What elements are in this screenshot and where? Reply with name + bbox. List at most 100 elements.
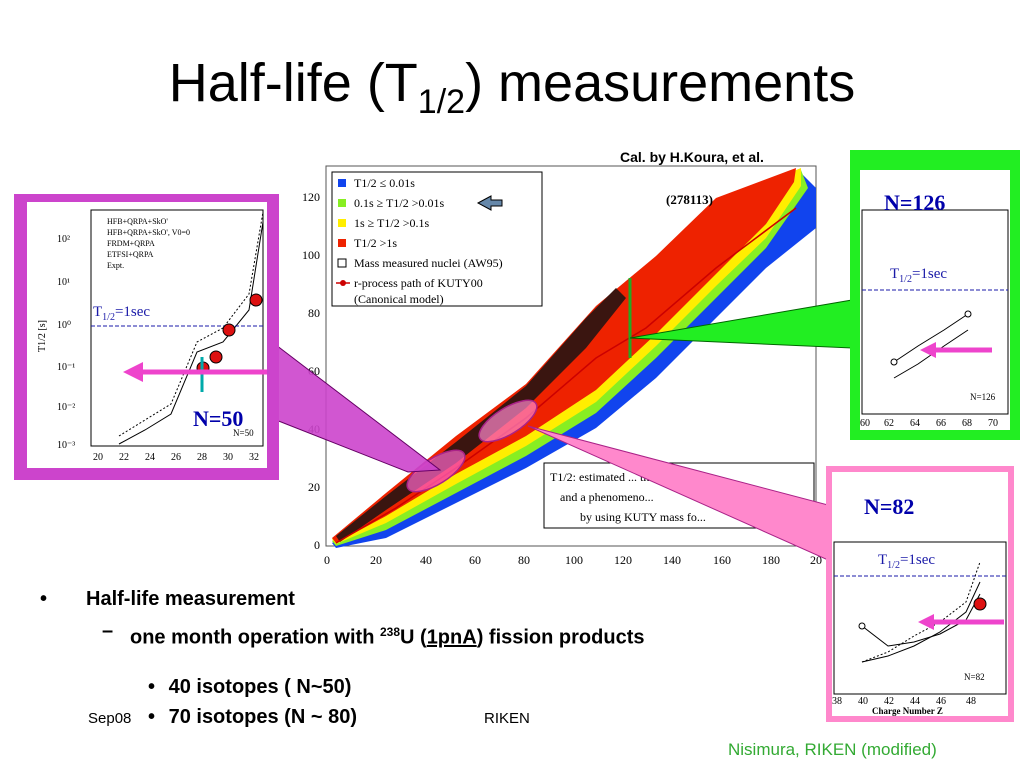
y-tick: 10² [57, 234, 70, 245]
y-tick: 10⁻² [57, 402, 75, 413]
x-tick: 40 [858, 696, 868, 707]
data-point [964, 310, 972, 318]
expt-point [973, 597, 987, 611]
legend-item: T1/2 >1s [354, 236, 397, 250]
series-line [893, 313, 969, 363]
callout-n50 [275, 343, 442, 473]
footer-org: RIKEN [484, 710, 530, 727]
y-tick: 120 [302, 190, 320, 204]
arrow-left-icon [918, 614, 934, 630]
x-tick: 48 [966, 696, 976, 707]
legend-swatch [338, 239, 346, 247]
note-line: by using KUTY mass fo... [580, 510, 706, 524]
x-tick: 20 [370, 553, 382, 567]
n50-label: N=50 [193, 406, 244, 431]
x-tick: 46 [936, 696, 946, 707]
x-tick: 60 [860, 418, 870, 429]
arrow-left-icon [476, 195, 503, 211]
legend-item: HFB+QRPA+SkO' [107, 217, 168, 226]
y-tick: 20 [308, 480, 320, 494]
arrow-left-icon [920, 342, 936, 358]
x-tick: 40 [420, 553, 432, 567]
legend-swatch [338, 179, 346, 187]
x-tick: 44 [910, 696, 920, 707]
y-tick: 10⁰ [57, 320, 71, 331]
inset-n82-chart: 38 40 42 44 46 48 Charge Number Z [832, 541, 1007, 716]
bullet-dash-icon: – [102, 620, 114, 642]
pna-link[interactable]: 1pnA [426, 626, 477, 649]
plot-frame [833, 541, 1007, 695]
legend-item: T1/2 ≤ 0.01s [354, 176, 415, 190]
t-half-label: T1/2=1sec [890, 266, 948, 285]
n82-label: N=82 [864, 494, 915, 519]
bullet-dot-icon: • [148, 676, 156, 698]
inset-n50-chart: 10² 10¹ 10⁰ 10⁻¹ 10⁻² 10⁻³ T1/2 [s] 20 2… [37, 209, 267, 463]
element-label: (278113) [666, 192, 713, 207]
x-tick: 160 [713, 553, 731, 567]
legend-swatch [338, 199, 346, 207]
bullet-dot-icon: • [148, 706, 156, 728]
highlight-n82 [478, 399, 538, 443]
x-tick: 62 [884, 418, 894, 429]
series-line [861, 561, 981, 663]
x-tick: 100 [565, 553, 583, 567]
legend-item: 1s ≥ T1/2 >0.1s [354, 216, 429, 230]
small-n-label: N=82 [964, 672, 985, 682]
legend-swatch [337, 258, 347, 268]
highlight-n50 [406, 449, 466, 493]
data-point [858, 622, 866, 630]
x-tick: 22 [119, 452, 129, 463]
t-half-label: T1/2=1sec [93, 304, 151, 323]
footer-date: Sep08 [88, 710, 132, 727]
x-tick: 80 [518, 553, 530, 567]
plot-frame [861, 209, 1009, 415]
legend-box [331, 171, 543, 307]
bullet-level3: • 40 isotopes ( N~50) [148, 676, 352, 698]
x-tick: 68 [962, 418, 972, 429]
series-line [118, 211, 264, 437]
y-tick: 10¹ [57, 277, 70, 288]
nuclide-bands [332, 168, 816, 548]
x-tick: 24 [145, 452, 155, 463]
x-axis: 0 20 40 60 80 100 120 140 160 180 20 [324, 553, 822, 567]
x-tick: 30 [223, 452, 233, 463]
legend-swatch [340, 280, 346, 286]
y-tick: 80 [308, 306, 320, 320]
y-tick: 10⁻¹ [57, 362, 75, 373]
plot-frame [90, 209, 264, 447]
small-n-label: N=126 [970, 392, 996, 402]
y-tick: 0 [314, 538, 320, 552]
note-line: and a phenomeno... [560, 490, 654, 504]
small-n-label: N=50 [233, 428, 254, 438]
series-line [118, 221, 264, 445]
x-tick: 60 [469, 553, 481, 567]
x-tick: 28 [197, 452, 207, 463]
x-tick: 26 [171, 452, 181, 463]
callout-n126 [629, 299, 853, 349]
bullet-dot-icon: • [40, 588, 48, 610]
data-point [890, 358, 898, 366]
n126-label: N=126 [884, 190, 946, 215]
inset-n50: 10² 10¹ 10⁰ 10⁻¹ 10⁻² 10⁻³ T1/2 [s] 20 2… [14, 194, 279, 480]
y-axis-label: T1/2 [s] [37, 320, 48, 352]
x-tick: 66 [936, 418, 946, 429]
callout-n82 [527, 425, 829, 561]
x-tick: 70 [988, 418, 998, 429]
x-tick: 20 [93, 452, 103, 463]
credit-label: Cal. by H.Koura, et al. [620, 149, 764, 165]
x-tick: 42 [884, 696, 894, 707]
x-tick: 64 [910, 418, 920, 429]
legend-item: r-process path of KUTY00 [354, 276, 483, 290]
x-tick: 140 [663, 553, 681, 567]
t-half-label: T1/2=1sec [878, 552, 936, 571]
legend-item: FRDM+QRPA [107, 239, 155, 248]
y-tick: 10⁻³ [57, 440, 75, 451]
expt-point [249, 293, 263, 307]
x-tick: 32 [249, 452, 259, 463]
inset-n126-chart: 60 62 64 66 68 70 [860, 209, 1009, 429]
slide-title: Half-life (T1/2) measurements [168, 53, 856, 121]
legend-item: Mass measured nuclei (AW95) [354, 256, 503, 270]
bullet-level3: • 70 isotopes (N ~ 80) [148, 706, 357, 728]
inset-n126: 60 62 64 66 68 70 N=126 T1/2=1sec N=126 [850, 150, 1020, 440]
x-tick: 0 [324, 553, 330, 567]
